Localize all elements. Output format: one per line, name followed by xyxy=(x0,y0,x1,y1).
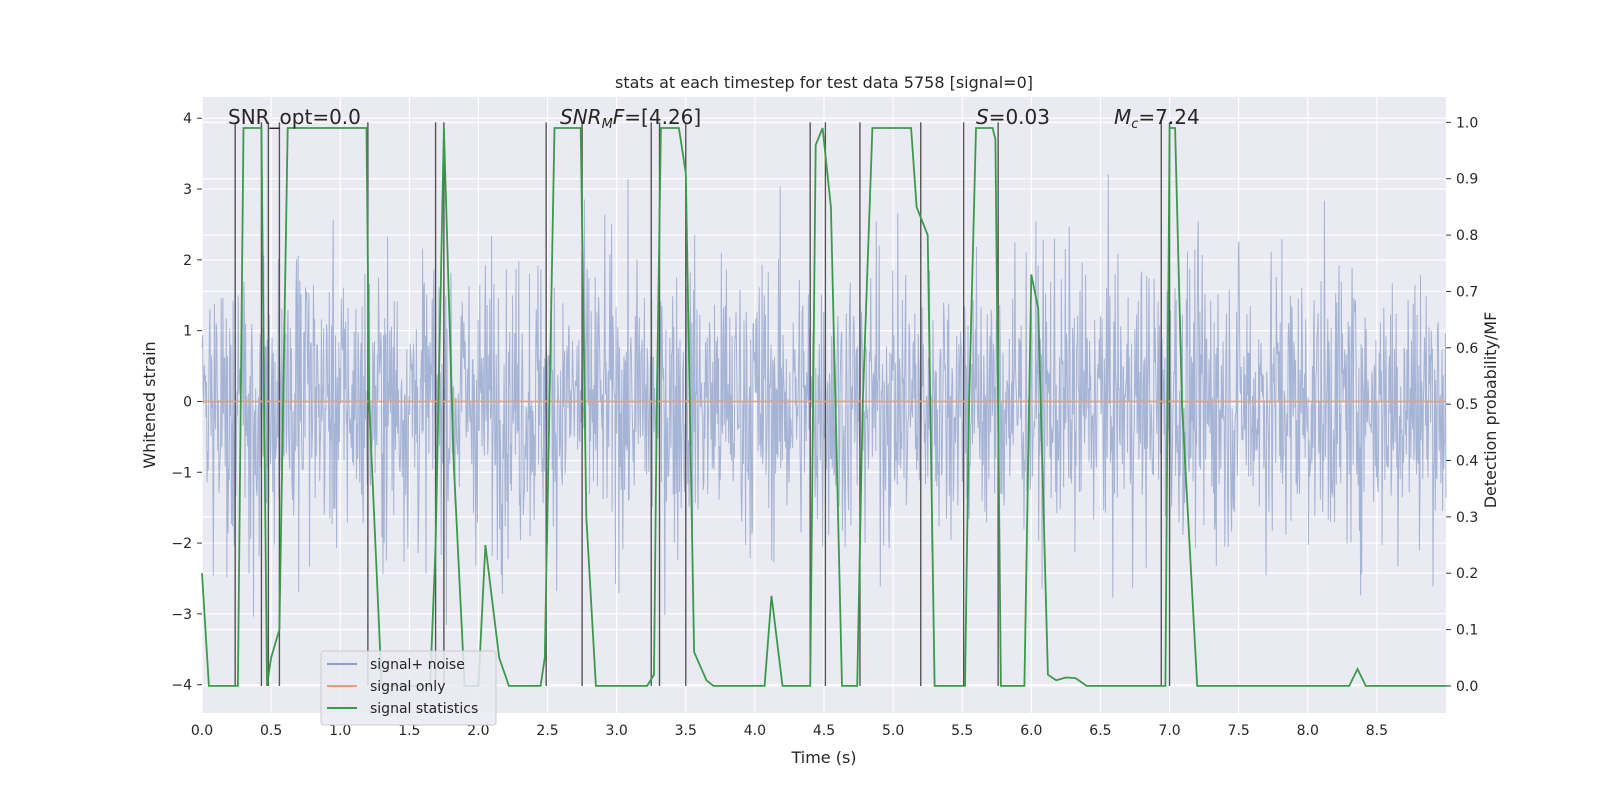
legend-label-stats: signal statistics xyxy=(370,701,478,717)
y2-tick-label: 1.0 xyxy=(1456,115,1478,131)
snr-mf-value: =[4.26] xyxy=(624,105,701,129)
x-tick-label: 5.5 xyxy=(951,723,973,739)
snr-mf-f: F xyxy=(613,105,625,129)
x-tick-label: 4.5 xyxy=(813,723,835,739)
snr-mf-prefix: SNR xyxy=(560,105,602,129)
x-tick-label: 7.0 xyxy=(1158,723,1180,739)
annotation-snr-opt: SNR_opt=0.0 xyxy=(228,105,361,129)
x-tick-label: 5.0 xyxy=(882,723,904,739)
x-tick-label: 0.5 xyxy=(260,723,282,739)
x-tick-label: 2.0 xyxy=(467,723,489,739)
mc-subscript: c xyxy=(1131,117,1138,132)
x-axis-label: Time (s) xyxy=(790,748,856,767)
y2-tick-label: 0.5 xyxy=(1456,397,1478,413)
mc-value: =7.24 xyxy=(1138,105,1199,129)
y-tick-label: 1 xyxy=(183,324,192,340)
signal-noise-line xyxy=(201,174,1447,626)
annotation-mc: Mc=7.24 xyxy=(1114,105,1200,132)
y2-tick-label: 0.4 xyxy=(1456,454,1478,470)
x-tick-label: 3.5 xyxy=(675,723,697,739)
y-tick-label: −1 xyxy=(171,465,192,481)
y-tick-label: 4 xyxy=(183,111,192,127)
x-tick-label: 2.5 xyxy=(536,723,558,739)
y-tick-label: 2 xyxy=(183,253,192,269)
snr-mf-subscript: M xyxy=(602,117,613,132)
axis-ticks: 0.0 0.5 1.0 1.5 2.0 2.5 3.0 3.5 4.0 4.5 5.0 5.5 6.0 6… xyxy=(171,111,1478,739)
y2-tick-label: 0.7 xyxy=(1456,284,1478,300)
legend-label-signal: signal only xyxy=(370,679,445,695)
y-tick-label: −2 xyxy=(171,536,192,552)
x-tick-label: 1.0 xyxy=(329,723,351,739)
x-tick-label: 4.0 xyxy=(744,723,766,739)
y-tick-label: 0 xyxy=(183,394,192,410)
x-tick-label: 6.0 xyxy=(1020,723,1042,739)
y2-axis-label: Detection probability/MF xyxy=(1481,312,1500,509)
x-tick-label: 1.5 xyxy=(398,723,420,739)
y-tick-label: 3 xyxy=(183,182,192,198)
x-tick-label: 8.5 xyxy=(1366,723,1388,739)
y2-tick-label: 0.0 xyxy=(1456,679,1478,695)
chart-title: stats at each timestep for test data 575… xyxy=(615,73,1033,92)
mc-label: M xyxy=(1114,105,1131,129)
legend-label-noise: signal+ noise xyxy=(370,657,465,673)
legend: signal+ noise signal only signal statist… xyxy=(320,650,497,726)
legend-box xyxy=(320,650,497,726)
y-axis-label: Whitened strain xyxy=(140,341,159,468)
annotation-s: S=0.03 xyxy=(976,105,1050,129)
x-tick-label: 8.0 xyxy=(1297,723,1319,739)
y2-tick-label: 0.3 xyxy=(1456,510,1478,526)
x-tick-label: 3.0 xyxy=(606,723,628,739)
y2-tick-label: 0.1 xyxy=(1456,623,1478,639)
x-tick-label: 0.0 xyxy=(191,723,213,739)
y2-tick-label: 0.8 xyxy=(1456,228,1478,244)
y-tick-label: −4 xyxy=(171,678,192,694)
x-tick-label: 6.5 xyxy=(1089,723,1111,739)
y2-tick-label: 0.6 xyxy=(1456,341,1478,357)
s-label: S xyxy=(976,105,989,129)
x-tick-label: 7.5 xyxy=(1228,723,1250,739)
y2-tick-label: 0.2 xyxy=(1456,566,1478,582)
s-value: =0.03 xyxy=(989,105,1050,129)
y2-tick-label: 0.9 xyxy=(1456,172,1478,188)
series-signal-noise xyxy=(201,174,1447,626)
annotation-snr-mf: SNRMF=[4.26] xyxy=(560,105,701,132)
y-tick-label: −3 xyxy=(171,607,192,623)
